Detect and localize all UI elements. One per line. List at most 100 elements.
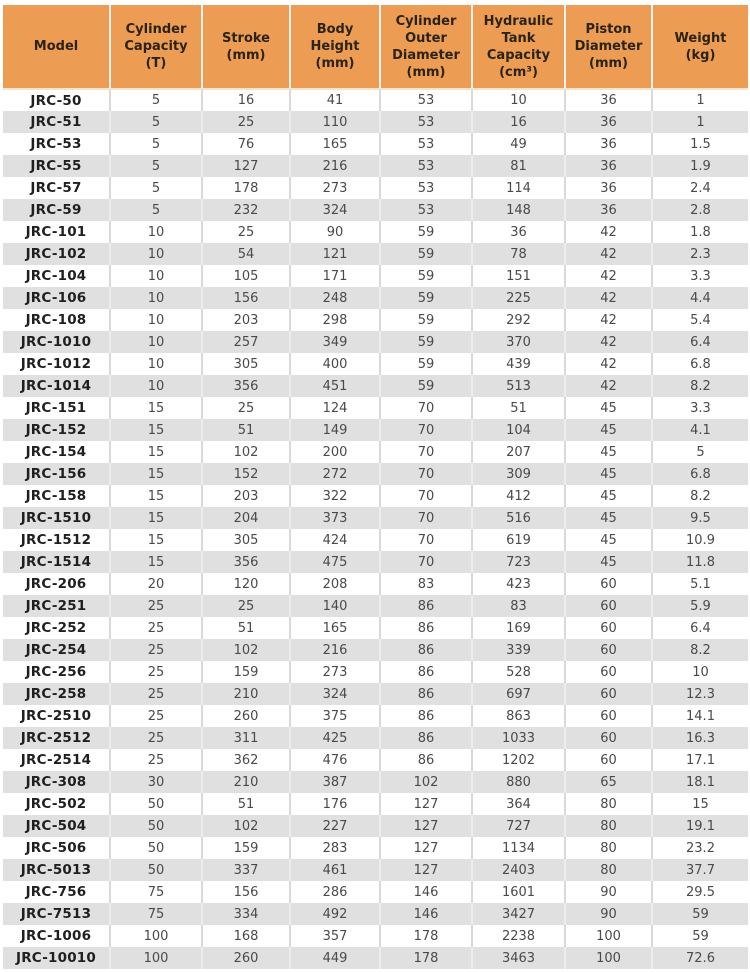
value-cell: 51 xyxy=(202,419,291,441)
table-row: JRC-506 50 159 283 127 1134 80 23.2 xyxy=(3,837,748,859)
value-cell: 286 xyxy=(290,881,381,903)
value-cell: 60 xyxy=(565,617,653,639)
value-cell: 15 xyxy=(110,463,203,485)
value-cell: 41 xyxy=(290,89,381,111)
model-cell: JRC-254 xyxy=(3,639,111,661)
value-cell: 257 xyxy=(202,331,291,353)
value-cell: 356 xyxy=(202,375,291,397)
value-cell: 70 xyxy=(380,419,473,441)
model-cell: JRC-151 xyxy=(3,397,111,419)
value-cell: 45 xyxy=(565,419,653,441)
value-cell: 151 xyxy=(472,265,566,287)
model-cell: JRC-2512 xyxy=(3,727,111,749)
value-cell: 42 xyxy=(565,221,653,243)
value-cell: 168 xyxy=(202,925,291,947)
value-cell: 80 xyxy=(565,837,653,859)
value-cell: 100 xyxy=(110,947,203,969)
value-cell: 880 xyxy=(472,771,566,793)
table-row: JRC-252 25 51 165 86 169 60 6.4 xyxy=(3,617,748,639)
value-cell: 51 xyxy=(202,793,291,815)
value-cell: 203 xyxy=(202,485,291,507)
model-cell: JRC-206 xyxy=(3,573,111,595)
value-cell: 210 xyxy=(202,771,291,793)
value-cell: 42 xyxy=(565,353,653,375)
table-row: JRC-53 5 76 165 53 49 36 1.5 xyxy=(3,133,748,155)
column-header-4: Cylinder Outer Diameter (mm) xyxy=(380,5,473,90)
value-cell: 203 xyxy=(202,309,291,331)
value-cell: 15 xyxy=(110,551,203,573)
table-row: JRC-50 5 16 41 53 10 36 1 xyxy=(3,89,748,111)
value-cell: 5 xyxy=(696,444,705,460)
value-cell: 70 xyxy=(380,529,473,551)
value-cell: 305 xyxy=(202,529,291,551)
value-cell: 516 xyxy=(472,507,566,529)
value-cell: 1 xyxy=(696,114,705,130)
model-cell: JRC-1006 xyxy=(3,925,111,947)
value-cell: 5.1 xyxy=(690,576,711,592)
value-cell: 152 xyxy=(202,463,291,485)
table-row: JRC-106 10 156 248 59 225 42 4.4 xyxy=(3,287,748,309)
value-cell: 72.6 xyxy=(686,950,715,966)
value-cell: 59 xyxy=(380,243,473,265)
value-cell: 171 xyxy=(290,265,381,287)
value-cell: 90 xyxy=(565,881,653,903)
value-cell: 15 xyxy=(110,441,203,463)
value-cell: 10 xyxy=(110,309,203,331)
table-row: JRC-254 25 102 216 86 339 60 8.2 xyxy=(3,639,748,661)
value-cell: 334 xyxy=(202,903,291,925)
value-cell: 42 xyxy=(565,265,653,287)
value-cell: 476 xyxy=(290,749,381,771)
value-cell: 23.2 xyxy=(686,840,715,856)
value-cell: 36 xyxy=(565,155,653,177)
spec-table: Model Cylinder Capacity (T) Stroke (mm) Bod… xyxy=(3,5,748,969)
value-cell: 339 xyxy=(472,639,566,661)
model-cell: JRC-308 xyxy=(3,771,111,793)
table-row: JRC-1006 100 168 357 178 2238 100 59 xyxy=(3,925,748,947)
value-cell: 149 xyxy=(290,419,381,441)
value-cell: 102 xyxy=(380,771,473,793)
value-cell: 165 xyxy=(290,133,381,155)
model-cell: JRC-158 xyxy=(3,485,111,507)
table-header: Model Cylinder Capacity (T) Stroke (mm) Bod… xyxy=(3,5,748,90)
value-cell: 513 xyxy=(472,375,566,397)
value-cell: 59 xyxy=(380,221,473,243)
value-cell: 159 xyxy=(202,837,291,859)
column-header-2: Stroke (mm) xyxy=(202,5,291,90)
value-cell: 81 xyxy=(472,155,566,177)
table-row: JRC-7513 75 334 492 146 3427 90 59 xyxy=(3,903,748,925)
value-cell: 36 xyxy=(472,221,566,243)
table-row: JRC-156 15 152 272 70 309 45 6.8 xyxy=(3,463,748,485)
value-cell: 423 xyxy=(472,573,566,595)
value-cell: 15 xyxy=(692,796,709,812)
model-cell: JRC-756 xyxy=(3,881,111,903)
value-cell: 45 xyxy=(565,441,653,463)
value-cell: 59 xyxy=(380,375,473,397)
value-cell: 232 xyxy=(202,199,291,221)
value-cell: 25 xyxy=(110,595,203,617)
value-cell: 59 xyxy=(380,353,473,375)
value-cell: 102 xyxy=(202,639,291,661)
value-cell: 449 xyxy=(290,947,381,969)
value-cell: 90 xyxy=(565,903,653,925)
table-row: JRC-1010 10 257 349 59 370 42 6.4 xyxy=(3,331,748,353)
value-cell: 25 xyxy=(110,683,203,705)
table-row: JRC-10010 100 260 449 178 3463 100 72.6 xyxy=(3,947,748,969)
value-cell: 25 xyxy=(202,595,291,617)
model-cell: JRC-2510 xyxy=(3,705,111,727)
value-cell: 59 xyxy=(692,906,709,922)
value-cell: 45 xyxy=(565,397,653,419)
value-cell: 60 xyxy=(565,727,653,749)
value-cell: 298 xyxy=(290,309,381,331)
model-cell: JRC-59 xyxy=(3,199,111,221)
table-row: JRC-1012 10 305 400 59 439 42 6.8 xyxy=(3,353,748,375)
value-cell: 45 xyxy=(565,485,653,507)
table-row: JRC-158 15 203 322 70 412 45 8.2 xyxy=(3,485,748,507)
value-cell: 12.3 xyxy=(686,686,715,702)
value-cell: 3427 xyxy=(472,903,566,925)
value-cell: 45 xyxy=(565,529,653,551)
value-cell: 53 xyxy=(380,155,473,177)
value-cell: 59 xyxy=(380,331,473,353)
value-cell: 178 xyxy=(380,925,473,947)
value-cell: 373 xyxy=(290,507,381,529)
